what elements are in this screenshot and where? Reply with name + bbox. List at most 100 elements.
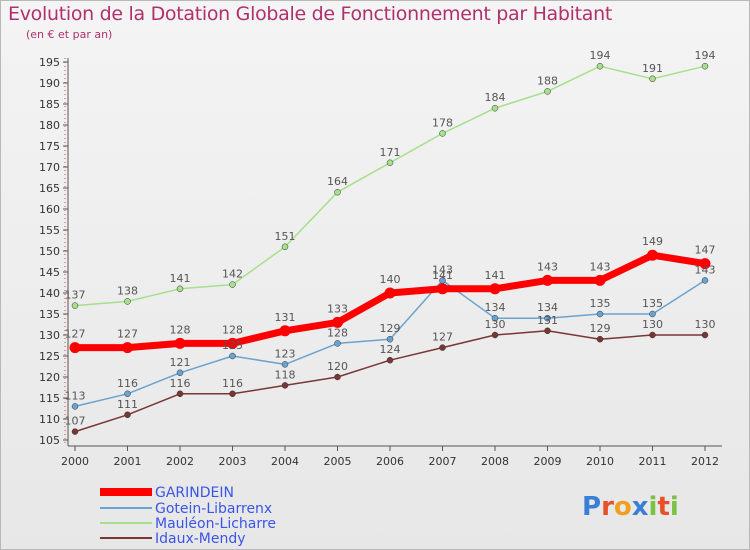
data-label: 127 (65, 328, 86, 341)
legend-item-garindein: GARINDEIN (100, 485, 234, 501)
y-tick-label: 160 (39, 203, 60, 216)
legend: GARINDEINGotein-LibarrenxMauléon-Licharr… (100, 485, 276, 547)
data-labels-layer: 137 138 141 142 151 164 171 178 184 188 194 191 194 1… (65, 49, 716, 427)
x-tick-label: 2004 (271, 455, 299, 468)
x-tick-label: 2006 (376, 455, 404, 468)
data-point (176, 369, 184, 377)
y-tick-label: 140 (39, 287, 60, 300)
data-label: 130 (642, 318, 663, 331)
y-tick-label: 155 (39, 224, 60, 237)
data-label: 188 (537, 74, 558, 87)
data-point (384, 287, 396, 299)
data-label: 124 (380, 343, 401, 356)
legend-label: Idaux-Mendy (155, 531, 246, 547)
x-tick-label: 2011 (639, 455, 667, 468)
chart-title: Evolution de la Dotation Globale de Fonc… (8, 3, 613, 25)
data-label: 125 (222, 339, 243, 352)
legend-label: GARINDEIN (155, 485, 234, 501)
logo-letter: i (669, 492, 679, 522)
data-label: 107 (65, 415, 86, 428)
x-tick-label: 2012 (691, 455, 719, 468)
data-point (334, 373, 341, 381)
data-point (649, 75, 656, 83)
data-point (279, 325, 291, 337)
data-label: 147 (695, 244, 716, 257)
data-label: 113 (65, 389, 86, 402)
y-tick-label: 165 (39, 182, 60, 195)
y-tick-label: 135 (39, 308, 60, 321)
data-point (176, 285, 184, 293)
data-label: 138 (117, 284, 138, 297)
data-point (281, 243, 289, 251)
series-gotein-libarrenx (71, 277, 709, 410)
proxiti-logo: Proxiti (582, 492, 679, 522)
data-point (649, 310, 656, 318)
chart-subtitle: (en € et par an) (26, 28, 113, 41)
x-tick-label: 2003 (219, 455, 247, 468)
x-tick-label: 2010 (586, 455, 614, 468)
data-label: 137 (65, 289, 86, 302)
data-point (544, 327, 551, 335)
legend-label: Gotein-Libarrenx (155, 501, 272, 517)
data-point (334, 340, 341, 347)
data-label: 116 (170, 377, 191, 390)
data-point (229, 352, 236, 360)
y-tick-label: 125 (39, 350, 60, 363)
data-label: 135 (590, 297, 611, 310)
y-tick-label: 185 (39, 98, 60, 111)
x-tick-label: 2009 (534, 455, 562, 468)
data-point (596, 62, 604, 70)
legend-item-idaux-mendy: Idaux-Mendy (100, 531, 246, 547)
data-label: 128 (170, 323, 191, 336)
data-label: 142 (222, 268, 243, 281)
y-tick-label: 120 (39, 371, 60, 384)
data-point (122, 342, 133, 354)
data-point (386, 356, 394, 364)
legend-item-gotein-libarrenx: Gotein-Libarrenx (100, 501, 272, 517)
data-point (124, 390, 131, 398)
series-garindein (69, 249, 711, 354)
data-label: 123 (275, 347, 296, 360)
data-point (701, 62, 709, 70)
data-point (647, 249, 658, 261)
y-tick-label: 180 (39, 119, 60, 132)
data-point (124, 411, 131, 419)
data-point (71, 302, 79, 309)
logo-letter: i (648, 492, 658, 522)
data-point (701, 277, 709, 284)
data-point (544, 314, 551, 322)
y-tick-label: 110 (39, 413, 60, 426)
data-label: 130 (485, 318, 506, 331)
series-layer (69, 62, 711, 435)
x-tick-label: 2007 (429, 455, 457, 468)
data-label: 121 (170, 356, 191, 369)
series-mauleon-licharre (71, 62, 709, 309)
data-label: 120 (327, 360, 348, 373)
data-point (229, 281, 236, 288)
data-point (229, 390, 236, 398)
logo-letter: r (601, 492, 614, 522)
data-point (227, 337, 238, 349)
legend-label: Mauléon-Licharre (155, 516, 276, 532)
y-tick-label: 195 (39, 56, 60, 69)
data-label: 129 (590, 322, 611, 335)
x-tick-label: 2000 (61, 455, 89, 468)
data-point (491, 104, 499, 112)
series-line (74, 65, 706, 307)
data-point (71, 403, 79, 410)
data-label: 131 (537, 314, 558, 327)
data-label: 141 (432, 269, 453, 282)
data-point (439, 344, 446, 351)
data-label: 194 (695, 49, 716, 62)
data-point (386, 335, 394, 343)
data-label: 141 (170, 272, 191, 285)
x-tick-label: 2002 (166, 455, 194, 468)
y-tick-label: 105 (39, 434, 60, 447)
data-point (594, 274, 606, 286)
data-label: 128 (327, 326, 348, 339)
data-point (281, 361, 289, 368)
data-point (699, 258, 711, 270)
data-point (332, 316, 343, 328)
